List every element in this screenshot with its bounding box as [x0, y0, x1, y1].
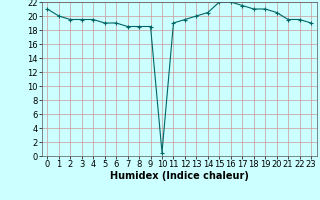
X-axis label: Humidex (Indice chaleur): Humidex (Indice chaleur) — [110, 171, 249, 181]
